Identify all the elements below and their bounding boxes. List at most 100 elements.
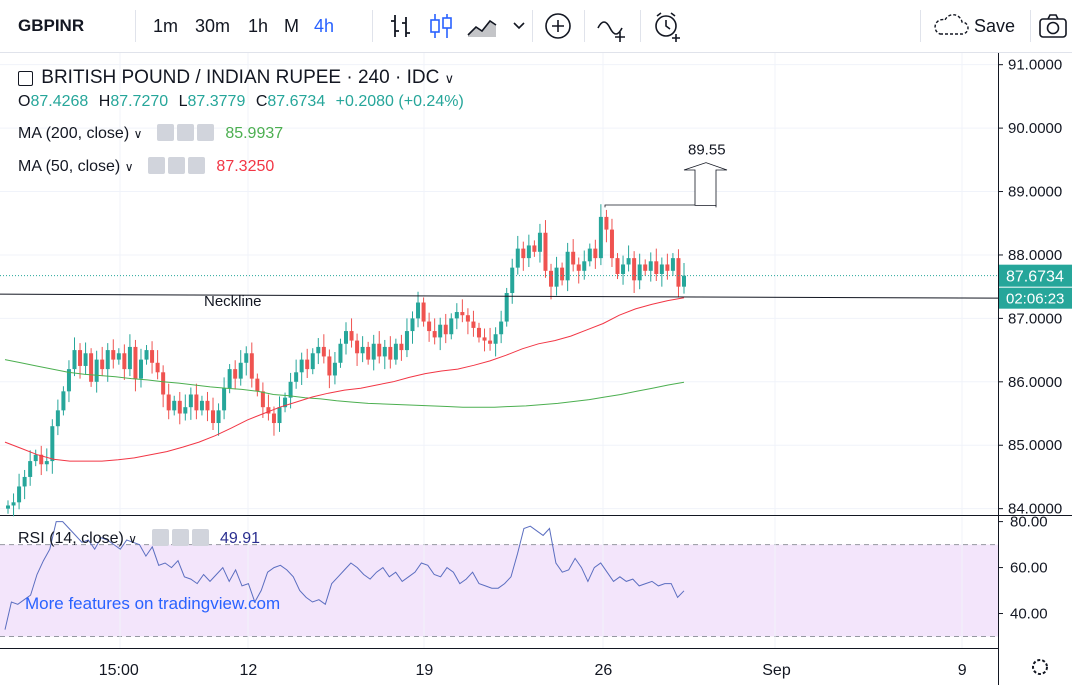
bars-style-icon[interactable] — [388, 13, 414, 39]
interval-4h[interactable]: 4h — [314, 16, 335, 36]
candle-body — [33, 454, 38, 462]
neckline[interactable] — [0, 293, 999, 299]
time-tick-label: 26 — [595, 662, 613, 679]
candle-body — [138, 359, 143, 379]
candle-body — [227, 369, 232, 389]
close-icon[interactable] — [196, 124, 214, 141]
time-tick-label: 15:00 — [99, 662, 139, 679]
candle-body — [83, 353, 88, 366]
save-button[interactable]: Save — [974, 16, 1016, 36]
candle-body — [393, 343, 398, 360]
candle-body — [416, 302, 421, 319]
eye-icon[interactable] — [151, 529, 169, 546]
ma200-legend[interactable]: MA (200, close) ∨ 85.9937 — [18, 124, 283, 143]
candle-body — [526, 245, 531, 259]
gear-icon[interactable] — [171, 529, 189, 546]
candle-body — [78, 350, 83, 366]
toolbar-divider — [135, 10, 136, 42]
compare-icon[interactable] — [596, 12, 630, 42]
candle-body — [211, 410, 216, 424]
neckline-label: Neckline — [204, 293, 262, 310]
ma50-label[interactable]: MA (50, close) — [18, 158, 121, 175]
add-indicator-icon[interactable] — [544, 12, 572, 40]
ma200-label[interactable]: MA (200, close) — [18, 125, 130, 142]
rsi-label[interactable]: RSI (14, close) — [18, 530, 124, 547]
candle-body — [388, 346, 393, 360]
chevron-down-icon[interactable]: ∨ — [133, 127, 143, 141]
gear-icon[interactable] — [176, 124, 194, 141]
candle-body — [521, 248, 526, 259]
rsi-line — [4, 521, 685, 630]
symbol-search[interactable]: GBPINR — [18, 16, 85, 35]
candle-body — [94, 359, 99, 382]
candle-body — [327, 356, 332, 376]
candle-body — [659, 264, 664, 274]
chevron-down-icon[interactable] — [513, 22, 525, 30]
candle-body — [161, 372, 166, 395]
candle-body — [499, 321, 504, 335]
toolbar-divider — [1030, 10, 1031, 42]
price-tick-label: 90.0000 — [1008, 120, 1062, 137]
candle-body — [454, 312, 459, 319]
candle-body — [116, 353, 121, 360]
interval-30m[interactable]: 30m — [195, 16, 231, 36]
toolbar-divider — [584, 10, 585, 42]
candle-body — [150, 350, 155, 363]
candle-body — [377, 343, 382, 357]
close-icon[interactable] — [187, 157, 205, 174]
gear-icon[interactable] — [167, 157, 185, 174]
interval-1h[interactable]: 1h — [248, 16, 269, 36]
candle-body — [465, 315, 470, 322]
rsi-legend[interactable]: RSI (14, close) ∨ 49.91 — [18, 529, 260, 548]
camera-icon[interactable] — [1038, 13, 1068, 39]
target-arrow[interactable] — [683, 162, 728, 206]
candle-body — [421, 302, 426, 322]
candle-body — [382, 346, 387, 357]
candle-body — [100, 359, 105, 370]
interval-1m[interactable]: 1m — [153, 16, 179, 36]
open-label: O — [18, 93, 31, 110]
candle-body — [576, 264, 581, 271]
ma50-legend[interactable]: MA (50, close) ∨ 87.3250 — [18, 157, 274, 176]
toolbar-divider — [532, 10, 533, 42]
candle-body — [166, 394, 171, 411]
collapse-icon[interactable] — [18, 71, 33, 86]
eye-icon[interactable] — [156, 124, 174, 141]
eye-icon[interactable] — [147, 157, 165, 174]
ohlc-row: O87.4268 H87.7270 L87.3779 C87.6734 +0.2… — [18, 93, 464, 111]
candle-body — [471, 321, 476, 328]
settings-icon[interactable] — [1032, 659, 1048, 675]
series-title[interactable]: BRITISH POUND / INDIAN RUPEE · 240 · IDC — [41, 67, 440, 88]
candle-body — [127, 346, 132, 370]
candle-body — [50, 426, 55, 462]
candle-body — [22, 476, 27, 487]
interval-monthly[interactable]: M — [284, 16, 299, 36]
candle-body — [111, 350, 116, 360]
area-style-icon[interactable] — [466, 13, 498, 39]
candle-body — [11, 502, 16, 506]
toolbar-divider — [920, 10, 921, 42]
candle-body — [543, 232, 548, 271]
cloud-icon[interactable] — [932, 14, 970, 38]
candle-body — [299, 359, 304, 373]
countdown-badge — [999, 287, 1072, 309]
chevron-down-icon[interactable]: ∨ — [128, 532, 138, 546]
promo-link[interactable]: More features on tradingview.com — [25, 594, 281, 613]
candle-body — [476, 327, 481, 338]
candle-body — [554, 267, 559, 287]
open-value: 87.4268 — [30, 93, 89, 110]
candle-body — [194, 394, 199, 411]
candles-style-icon[interactable] — [428, 12, 454, 40]
candle-body — [366, 346, 371, 360]
alert-clock-icon[interactable] — [652, 10, 684, 42]
candle-body — [565, 251, 570, 281]
candle-body — [371, 343, 376, 360]
candle-body — [321, 346, 326, 357]
close-value: 87.6734 — [267, 93, 326, 110]
chevron-down-icon[interactable]: ∨ — [444, 71, 455, 86]
chevron-down-icon[interactable]: ∨ — [124, 160, 134, 174]
close-icon[interactable] — [191, 529, 209, 546]
candle-body — [609, 229, 614, 259]
time-tick-label: 9 — [958, 662, 967, 679]
